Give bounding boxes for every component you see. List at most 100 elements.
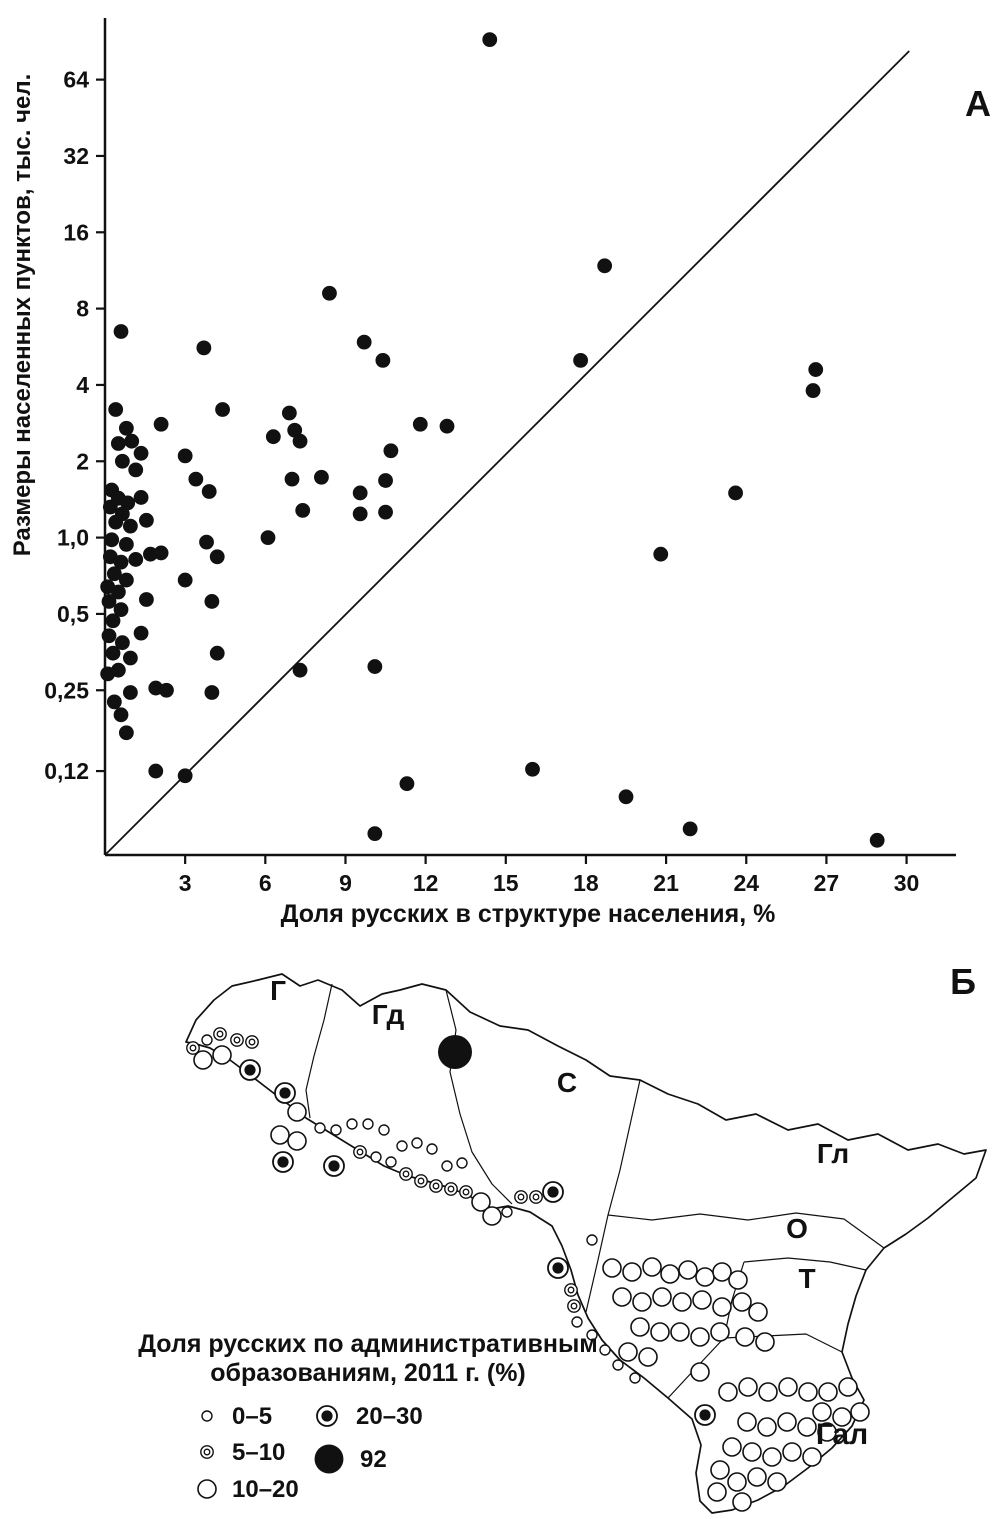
scatter-point bbox=[128, 552, 144, 567]
scatter-point bbox=[204, 594, 220, 609]
scatter-point bbox=[525, 761, 540, 777]
legend-label-c2: 5–10 bbox=[232, 1439, 285, 1466]
scatter-point bbox=[209, 549, 225, 565]
settlement-mark-c3 bbox=[758, 1382, 778, 1402]
scatter-point bbox=[356, 334, 372, 350]
settlement-mark-c1 bbox=[396, 1140, 408, 1152]
settlement-mark-c3 bbox=[718, 1382, 738, 1402]
settlement-mark-c5 bbox=[314, 1444, 344, 1474]
settlement-mark-c3 bbox=[817, 1422, 837, 1442]
settlement-mark-c3 bbox=[755, 1332, 775, 1352]
scatter-point bbox=[113, 707, 129, 723]
scatter-point bbox=[120, 495, 136, 511]
settlement-mark-c3 bbox=[287, 1102, 307, 1122]
y-axis-title: Размеры населенных пунктов, тыс. чел. bbox=[9, 74, 36, 557]
scatter-point bbox=[196, 340, 212, 356]
legend-label-c5: 92 bbox=[360, 1446, 387, 1473]
settlement-mark-c4 bbox=[272, 1151, 294, 1173]
settlement-mark-c3 bbox=[193, 1050, 213, 1070]
settlement-mark-c3 bbox=[482, 1206, 502, 1226]
settlement-mark-c1 bbox=[571, 1316, 583, 1328]
scatter-point bbox=[113, 602, 129, 618]
x-tick-label: 12 bbox=[413, 870, 439, 896]
scatter-point bbox=[139, 512, 154, 528]
settlement-mark-c1 bbox=[411, 1137, 423, 1149]
scatter-point bbox=[367, 826, 383, 842]
settlement-mark-c3 bbox=[710, 1460, 730, 1480]
settlement-mark-c3 bbox=[748, 1302, 768, 1322]
settlement-mark-c3 bbox=[692, 1290, 712, 1310]
scatter-point bbox=[281, 405, 297, 421]
settlement-mark-c2 bbox=[353, 1145, 367, 1159]
y-tick-label: 32 bbox=[63, 143, 89, 169]
map-panel: Г Гд С Гл ОТ Гал Доля русских по административ… bbox=[138, 961, 987, 1514]
settlement-mark-c3 bbox=[197, 1479, 217, 1499]
scatter-point bbox=[284, 471, 300, 487]
settlement-mark-c2 bbox=[200, 1445, 214, 1459]
y-tick-label: 0,5 bbox=[57, 601, 89, 627]
settlement-mark-c3 bbox=[712, 1262, 732, 1282]
scatter-point bbox=[110, 584, 126, 600]
scatter-point bbox=[100, 666, 116, 682]
region-label-гд: Гд bbox=[372, 999, 405, 1030]
scatter-point bbox=[215, 402, 230, 417]
scatter-point bbox=[110, 436, 126, 451]
settlement-mark-c2 bbox=[186, 1041, 200, 1055]
settlement-mark-c3 bbox=[767, 1472, 787, 1492]
scatter-point bbox=[573, 352, 589, 368]
settlement-mark-c3 bbox=[670, 1322, 690, 1342]
scatter-point bbox=[201, 484, 217, 499]
settlement-mark-c3 bbox=[757, 1417, 777, 1437]
settlement-mark-c3 bbox=[738, 1377, 758, 1397]
scatter-point bbox=[133, 490, 149, 505]
district-border bbox=[445, 989, 513, 1205]
settlement-mark-c3 bbox=[270, 1125, 290, 1145]
scatter-point bbox=[314, 469, 329, 485]
district-border bbox=[585, 1079, 641, 1313]
scatter-point bbox=[114, 453, 130, 469]
settlement-mark-c3 bbox=[732, 1492, 752, 1512]
y-tick-label: 4 bbox=[76, 372, 89, 398]
scatter-point bbox=[118, 572, 134, 588]
region-label-с: С bbox=[557, 1067, 577, 1098]
settlement-mark-c3 bbox=[778, 1377, 798, 1397]
scatter-point bbox=[124, 433, 140, 449]
y-tick-label: 16 bbox=[63, 219, 89, 245]
scatter-point bbox=[177, 448, 193, 464]
scatter-point bbox=[122, 650, 138, 666]
settlement-mark-c3 bbox=[812, 1402, 832, 1422]
settlement-mark-c2 bbox=[230, 1033, 244, 1047]
legend-label-c4: 20–30 bbox=[356, 1403, 423, 1430]
scatter-point bbox=[133, 625, 149, 641]
x-tick-label: 27 bbox=[814, 870, 840, 896]
settlement-mark-c1 bbox=[612, 1359, 624, 1371]
settlement-mark-c1 bbox=[370, 1151, 382, 1163]
settlement-mark-c3 bbox=[710, 1322, 730, 1342]
scatter-point bbox=[106, 694, 122, 710]
settlement-mark-c3 bbox=[678, 1260, 698, 1280]
scatter-point bbox=[104, 532, 120, 548]
scatter-point bbox=[808, 362, 824, 377]
settlement-mark-c3 bbox=[712, 1297, 732, 1317]
settlement-mark-c3 bbox=[672, 1292, 692, 1312]
settlement-mark-c1 bbox=[330, 1124, 342, 1136]
scatter-point bbox=[869, 832, 885, 848]
scatter-point bbox=[101, 628, 117, 644]
settlement-mark-c3 bbox=[747, 1467, 767, 1487]
x-tick-label: 30 bbox=[894, 870, 920, 896]
settlement-mark-c3 bbox=[650, 1322, 670, 1342]
panel-b-label: Б bbox=[950, 961, 976, 1002]
settlement-mark-c3 bbox=[642, 1257, 662, 1277]
settlement-mark-c1 bbox=[314, 1122, 326, 1134]
settlement-mark-c4 bbox=[239, 1059, 261, 1081]
settlement-mark-c4 bbox=[323, 1155, 345, 1177]
scatter-point bbox=[412, 416, 428, 432]
scatter-point bbox=[265, 429, 281, 445]
scatter-point bbox=[113, 324, 129, 339]
settlement-mark-c3 bbox=[471, 1192, 491, 1212]
settlement-mark-c1 bbox=[586, 1234, 598, 1246]
scatter-point bbox=[133, 445, 149, 461]
scatter-point bbox=[292, 662, 308, 678]
scatter-point bbox=[105, 645, 121, 661]
y-tick-label: 0,25 bbox=[44, 677, 89, 703]
